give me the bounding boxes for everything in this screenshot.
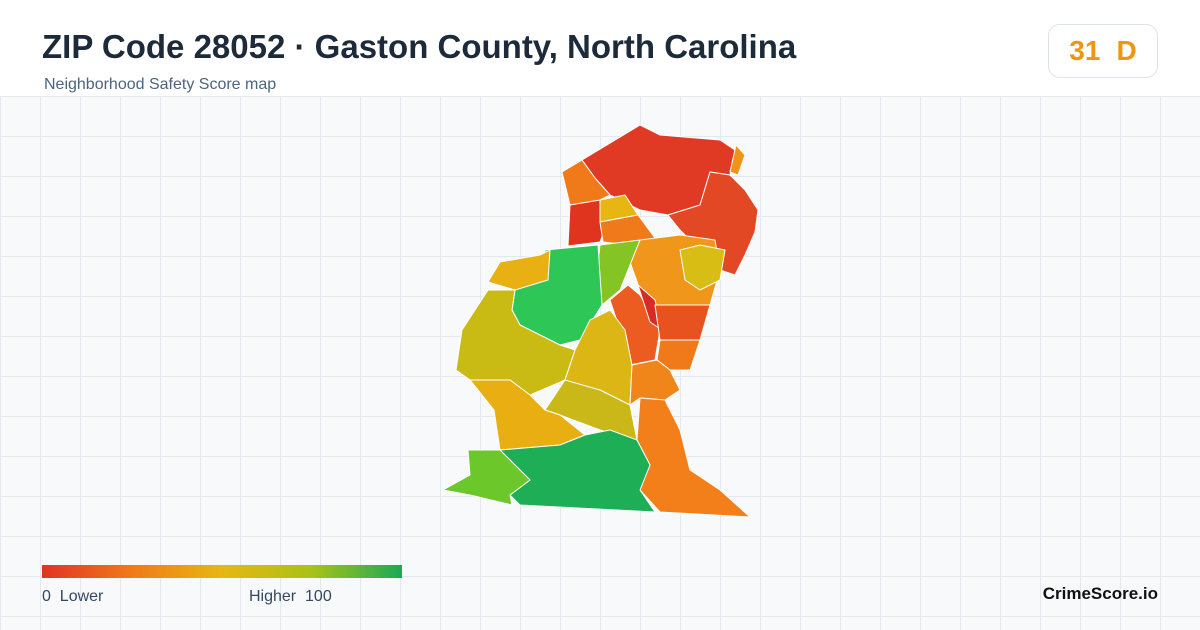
- title: ZIP Code 28052 · Gaston County, North Ca…: [42, 28, 797, 65]
- subtitle: Neighborhood Safety Score map: [44, 76, 277, 93]
- legend-min: 0 Lower: [42, 588, 103, 606]
- legend-gradient: [42, 565, 402, 578]
- region: [442, 449, 531, 506]
- region: [629, 359, 681, 406]
- score-grade: D: [1116, 35, 1137, 66]
- region: [469, 379, 586, 451]
- legend-max: Higher 100: [249, 588, 332, 606]
- region: [729, 144, 746, 176]
- legend-min-value: 0: [42, 588, 51, 605]
- header: ZIP Code 28052 · Gaston County, North Ca…: [0, 0, 1200, 96]
- legend-max-label: Higher: [249, 588, 297, 605]
- legend-min-label: Lower: [59, 588, 104, 605]
- region: [656, 339, 701, 371]
- region: [679, 244, 726, 291]
- score-value: 31: [1069, 35, 1101, 66]
- legend-max-value: 100: [305, 588, 332, 605]
- region: [654, 304, 711, 341]
- region: [636, 397, 751, 518]
- brand: CrimeScore.io: [1042, 584, 1158, 603]
- score-badge: 31 D: [1048, 24, 1158, 78]
